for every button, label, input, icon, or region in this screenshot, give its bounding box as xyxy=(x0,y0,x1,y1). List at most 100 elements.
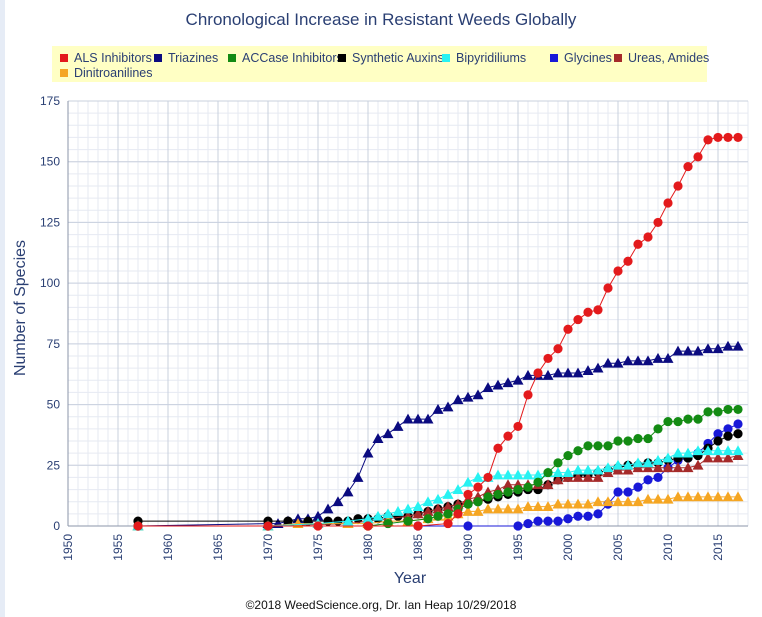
data-point xyxy=(682,462,694,473)
data-point xyxy=(362,447,374,458)
data-point xyxy=(622,355,634,366)
data-point xyxy=(442,510,454,521)
data-point xyxy=(703,407,713,417)
data-point xyxy=(603,283,613,293)
data-point xyxy=(353,514,363,524)
data-point xyxy=(642,462,654,473)
data-point xyxy=(493,443,503,453)
data-point xyxy=(572,464,584,475)
chart-title: Chronological Increase in Resistant Weed… xyxy=(185,10,577,29)
data-point xyxy=(633,433,643,444)
data-point xyxy=(473,497,483,507)
legend-swatch xyxy=(338,54,346,62)
data-point xyxy=(303,516,313,526)
legend-item[interactable]: Bipyridiliums xyxy=(442,51,526,65)
data-point xyxy=(602,462,614,473)
data-point xyxy=(643,433,653,444)
data-point xyxy=(583,307,593,317)
data-point xyxy=(403,516,413,526)
data-point xyxy=(423,514,433,524)
legend-label: Bipyridiliums xyxy=(456,51,527,65)
data-point xyxy=(463,499,473,509)
data-point xyxy=(682,345,694,356)
data-point xyxy=(622,459,634,470)
legend-item[interactable]: ACCase Inhibitors xyxy=(228,51,343,65)
data-point xyxy=(492,484,504,494)
data-point xyxy=(673,416,683,427)
data-point xyxy=(693,448,703,458)
legend-item[interactable]: Dinitroanilines xyxy=(60,66,153,80)
data-point xyxy=(702,343,714,354)
data-point xyxy=(582,498,594,509)
data-point xyxy=(542,467,554,477)
data-point xyxy=(632,462,644,473)
data-point xyxy=(603,441,613,451)
data-point xyxy=(553,458,563,468)
data-point xyxy=(653,217,663,228)
data-point xyxy=(283,516,293,526)
data-point xyxy=(712,452,724,463)
data-point xyxy=(602,467,614,477)
data-point xyxy=(552,474,564,485)
data-point xyxy=(472,491,484,502)
data-point xyxy=(263,521,273,531)
data-point xyxy=(412,413,424,424)
data-point xyxy=(492,503,504,514)
data-point xyxy=(732,491,744,502)
data-point xyxy=(423,506,433,517)
data-point xyxy=(452,498,464,509)
data-point xyxy=(623,487,633,497)
data-point xyxy=(563,472,573,483)
data-point xyxy=(723,404,733,415)
series-line xyxy=(137,345,738,527)
data-point xyxy=(403,511,413,521)
data-point xyxy=(643,458,653,468)
legend-item[interactable]: Glycines xyxy=(550,51,612,65)
data-point xyxy=(552,498,564,509)
data-point xyxy=(492,469,504,480)
data-point xyxy=(542,501,554,511)
data-point xyxy=(503,489,513,500)
data-point xyxy=(383,518,393,529)
data-point xyxy=(543,353,553,364)
data-point xyxy=(662,493,674,504)
y-tick-label: 175 xyxy=(40,94,60,108)
data-point xyxy=(572,471,584,482)
series-line xyxy=(138,455,739,527)
data-point xyxy=(633,460,643,470)
data-point xyxy=(502,377,514,388)
data-point xyxy=(532,501,544,511)
data-point xyxy=(662,452,674,463)
data-point xyxy=(352,471,364,482)
data-point xyxy=(623,460,633,470)
legend-item[interactable]: Ureas, Amides xyxy=(614,51,709,65)
y-tick-label: 50 xyxy=(47,398,61,412)
legend-item[interactable]: Triazines xyxy=(154,51,218,65)
data-point xyxy=(362,513,374,524)
data-point xyxy=(133,521,143,531)
series-glycines xyxy=(133,419,743,531)
data-point xyxy=(413,509,423,519)
legend-label: Dinitroanilines xyxy=(74,66,153,80)
legend-item[interactable]: Synthetic Auxins xyxy=(338,51,444,65)
data-point xyxy=(263,521,273,531)
data-point xyxy=(622,496,634,507)
legend-swatch xyxy=(442,54,450,62)
y-tick-label: 25 xyxy=(47,458,61,472)
data-point xyxy=(703,135,713,145)
data-point xyxy=(262,518,274,528)
chart-legend: ALS Inhibitors Triazines ACCase Inhibitors… xyxy=(52,46,709,82)
data-point xyxy=(492,379,504,390)
data-point xyxy=(262,520,274,531)
data-point xyxy=(583,511,593,521)
legend-swatch xyxy=(550,54,558,62)
data-point xyxy=(482,471,494,482)
legend-item[interactable]: ALS Inhibitors xyxy=(60,51,152,65)
data-point xyxy=(332,496,344,507)
data-point xyxy=(713,132,723,143)
data-point xyxy=(593,441,603,451)
data-point xyxy=(672,491,684,502)
y-tick-label: 150 xyxy=(40,155,60,169)
data-point xyxy=(462,505,474,516)
data-point xyxy=(132,520,144,531)
